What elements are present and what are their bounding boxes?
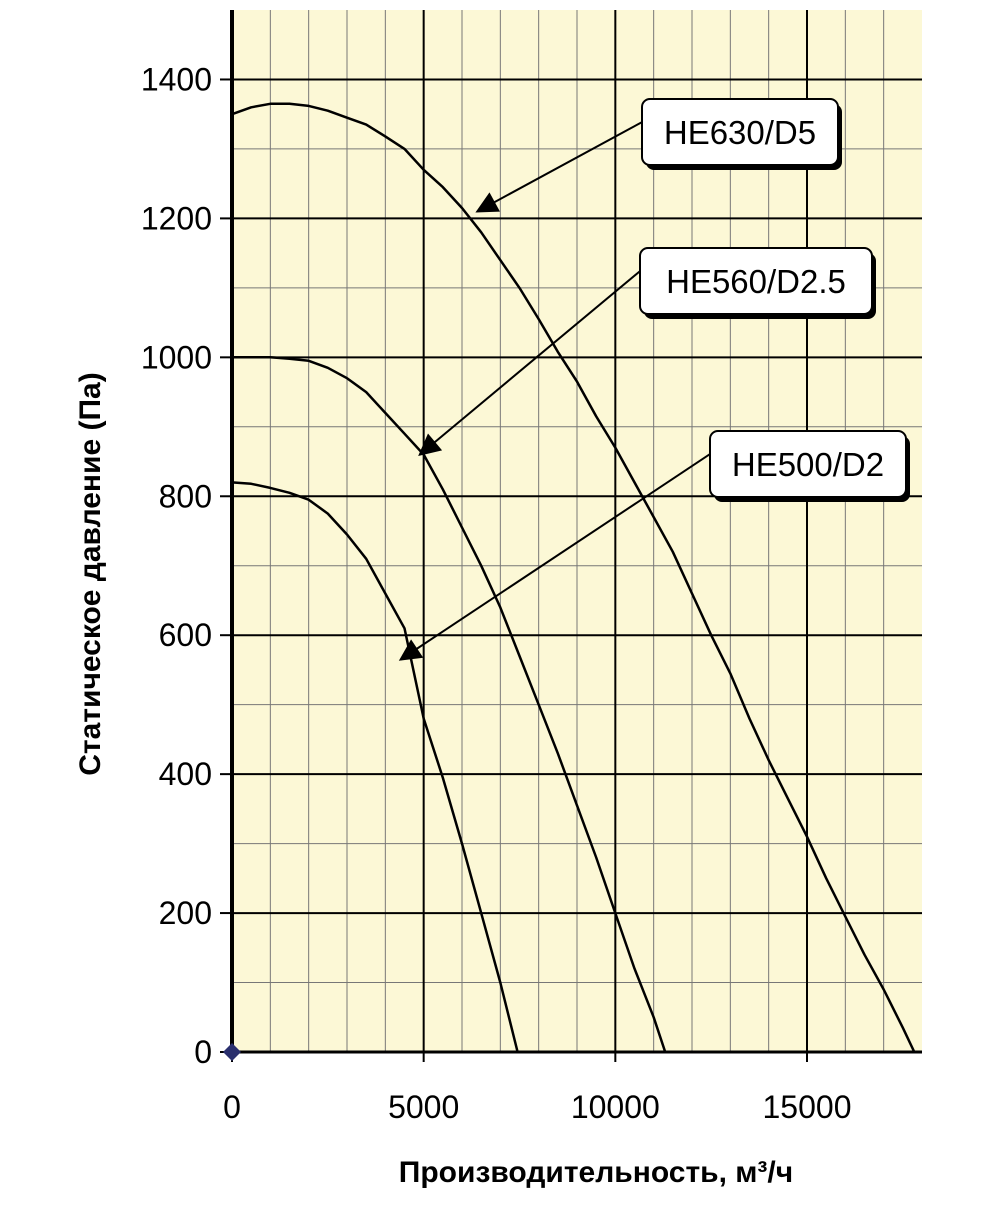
x-tick-label: 0 (223, 1089, 241, 1125)
callout-box (639, 247, 873, 315)
y-tick-label: 1400 (141, 61, 212, 97)
y-tick-label: 0 (194, 1034, 212, 1070)
y-tick-label: 200 (159, 895, 212, 931)
y-tick-label: 600 (159, 617, 212, 653)
series-line (231, 102, 916, 1053)
origin-marker (223, 1043, 241, 1061)
callout-label: HE630/D5 (664, 114, 816, 151)
series-line (232, 356, 667, 1053)
callout-arrow (475, 121, 643, 213)
x-tick-label: 15000 (763, 1089, 852, 1125)
y-tick-label: 1000 (141, 339, 212, 375)
callout-arrow (418, 270, 641, 456)
x-tick-label: 10000 (571, 1089, 660, 1125)
callout-box (709, 430, 907, 498)
plot-area: 0 200 400 600 800 1000 1200 1400 0 5000 10000 15000… (141, 10, 922, 1125)
x-tick-label: 5000 (388, 1089, 459, 1125)
y-tick-label: 1200 (141, 200, 212, 236)
callout-arrow (398, 453, 711, 661)
y-tick-label: 800 (159, 478, 212, 514)
series-line (231, 481, 519, 1053)
y-tick-label: 400 (159, 756, 212, 792)
y-axis-title: Статическое давление (Па) (74, 372, 107, 775)
callout-label: HE500/D2 (732, 446, 884, 483)
callout-box (641, 98, 839, 166)
callout-label: HE560/D2.5 (666, 263, 846, 300)
x-axis-title: Производительность, м³/ч (399, 1156, 793, 1189)
